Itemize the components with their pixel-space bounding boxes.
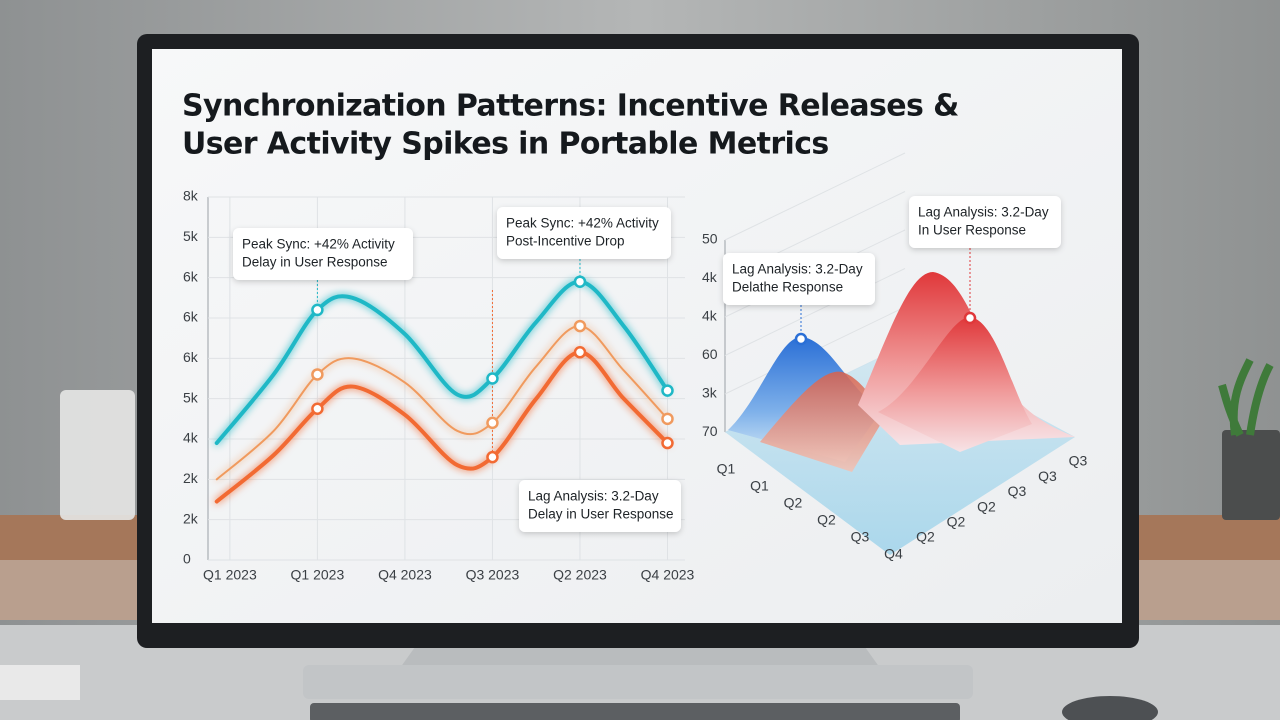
x-tick-label: Q2 2023	[553, 567, 607, 583]
y-tick-label: 2k	[183, 510, 199, 526]
plant-pot	[1222, 430, 1280, 520]
x-tick-label: Q4 2023	[641, 567, 695, 583]
y-tick-label: 0	[183, 551, 191, 567]
data-point	[661, 412, 674, 426]
series-line	[214, 350, 670, 504]
data-point	[661, 436, 674, 450]
z-tick-label: 70	[702, 423, 718, 439]
annotation-text: Peak Sync: +42% Activity	[506, 216, 659, 231]
stand-base	[303, 665, 973, 699]
y-tick-label: 5k	[183, 389, 199, 405]
annotation-box	[519, 480, 681, 532]
annotation-box	[723, 253, 875, 305]
x-tick-label: Q2	[817, 512, 836, 528]
y-tick-label: Q2	[916, 529, 935, 545]
grid-line	[724, 152, 906, 241]
data-point	[486, 450, 499, 464]
peak-point	[794, 332, 808, 346]
y-tick-label: 2k	[183, 470, 199, 486]
z-tick-label: 60	[702, 346, 718, 362]
y-tick-label: 6k	[183, 309, 199, 325]
data-point	[573, 346, 587, 359]
y-tick-label: Q2	[977, 498, 996, 514]
data-point	[311, 402, 324, 415]
y-tick-label: Q2	[947, 514, 966, 530]
x-tick-label: Q1 2023	[291, 567, 345, 583]
data-point	[573, 275, 587, 288]
annotation-box	[909, 196, 1061, 248]
mouse	[1062, 696, 1158, 720]
plant	[1218, 358, 1274, 437]
annotation-box	[233, 228, 413, 280]
y-tick-label: Q3	[1038, 468, 1057, 484]
x-tick-label: Q3	[851, 529, 870, 545]
data-point	[486, 372, 499, 385]
annotation-text: Lag Analysis: 3.2-Day	[528, 489, 659, 504]
z-tick-label: 4k	[702, 308, 718, 324]
surface-peak	[760, 371, 888, 472]
page-title: User Activity Spikes in Portable Metrics	[182, 127, 829, 162]
page-title: Synchronization Patterns: Incentive Rele…	[182, 89, 959, 124]
z-tick-label: 50	[702, 231, 718, 247]
series-line	[214, 279, 670, 446]
surface-peak	[878, 317, 1032, 452]
annotation-text: Peak Sync: +42% Activity	[242, 237, 395, 252]
y-tick-label: 6k	[183, 349, 199, 365]
peak-point	[963, 311, 977, 325]
annotation-text: In User Response	[918, 223, 1026, 238]
annotation-text: Lag Analysis: 3.2-Day	[918, 205, 1049, 220]
y-tick-label: Q3	[1069, 453, 1088, 469]
y-tick-label: 5k	[183, 228, 199, 244]
annotation-text: Delathe Response	[732, 280, 843, 295]
data-point	[486, 416, 499, 430]
x-tick-label: Q1 2023	[203, 567, 257, 583]
data-point	[311, 303, 324, 317]
z-tick-label: 3k	[702, 385, 718, 401]
y-tick-label: Q3	[1008, 483, 1027, 499]
surface-plot	[725, 272, 1075, 555]
x-tick-label: Q4 2023	[378, 567, 432, 583]
x-tick-label: Q1	[717, 461, 736, 477]
y-tick-label: 8k	[183, 188, 199, 204]
annotation-text: Lag Analysis: 3.2-Day	[732, 262, 863, 277]
notebook	[0, 665, 80, 700]
annotation-text: Delay in User Response	[528, 507, 674, 522]
y-tick-label: 6k	[183, 268, 199, 284]
x-tick-label: Q3 2023	[466, 567, 520, 583]
y-tick-label: 4k	[183, 430, 199, 446]
annotation-text: Delay in User Response	[242, 255, 388, 270]
series-line	[215, 325, 669, 481]
x-tick-label: Q4	[884, 546, 903, 562]
z-tick-label: 4k	[702, 269, 718, 285]
keyboard	[310, 703, 960, 720]
data-point	[661, 384, 674, 397]
data-point	[311, 368, 324, 381]
x-tick-label: Q2	[784, 495, 803, 511]
cup	[60, 390, 135, 520]
annotation-text: Post-Incentive Drop	[506, 234, 625, 249]
x-tick-label: Q1	[750, 478, 769, 494]
data-point	[573, 319, 587, 333]
annotation-box	[497, 207, 671, 259]
